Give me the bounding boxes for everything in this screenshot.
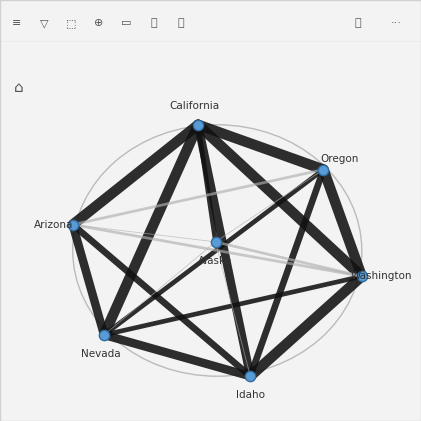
Text: ⤢: ⤢	[150, 18, 157, 28]
Point	[320, 166, 327, 173]
Text: Alaska: Alaska	[198, 256, 233, 266]
Text: California: California	[170, 101, 220, 111]
Text: ⎘: ⎘	[178, 18, 184, 28]
Text: ⓘ: ⓘ	[354, 18, 361, 28]
Point	[195, 121, 202, 128]
Text: ⊕: ⊕	[94, 18, 104, 28]
Text: Idaho: Idaho	[236, 390, 265, 400]
Text: ···: ···	[390, 18, 401, 28]
Point	[101, 331, 107, 338]
Text: Arizona: Arizona	[34, 220, 73, 230]
Text: ▽: ▽	[40, 18, 48, 28]
Point	[212, 239, 219, 245]
Point	[358, 273, 365, 280]
Point	[247, 373, 254, 380]
Text: Oregon: Oregon	[320, 154, 358, 164]
Text: ⌂: ⌂	[14, 80, 24, 95]
Text: ≡: ≡	[12, 18, 21, 28]
Point	[69, 221, 76, 228]
Text: ▭: ▭	[121, 18, 131, 28]
Text: ⬚: ⬚	[67, 18, 77, 28]
Text: Nevada: Nevada	[81, 349, 120, 359]
Text: Washington: Washington	[350, 271, 412, 281]
